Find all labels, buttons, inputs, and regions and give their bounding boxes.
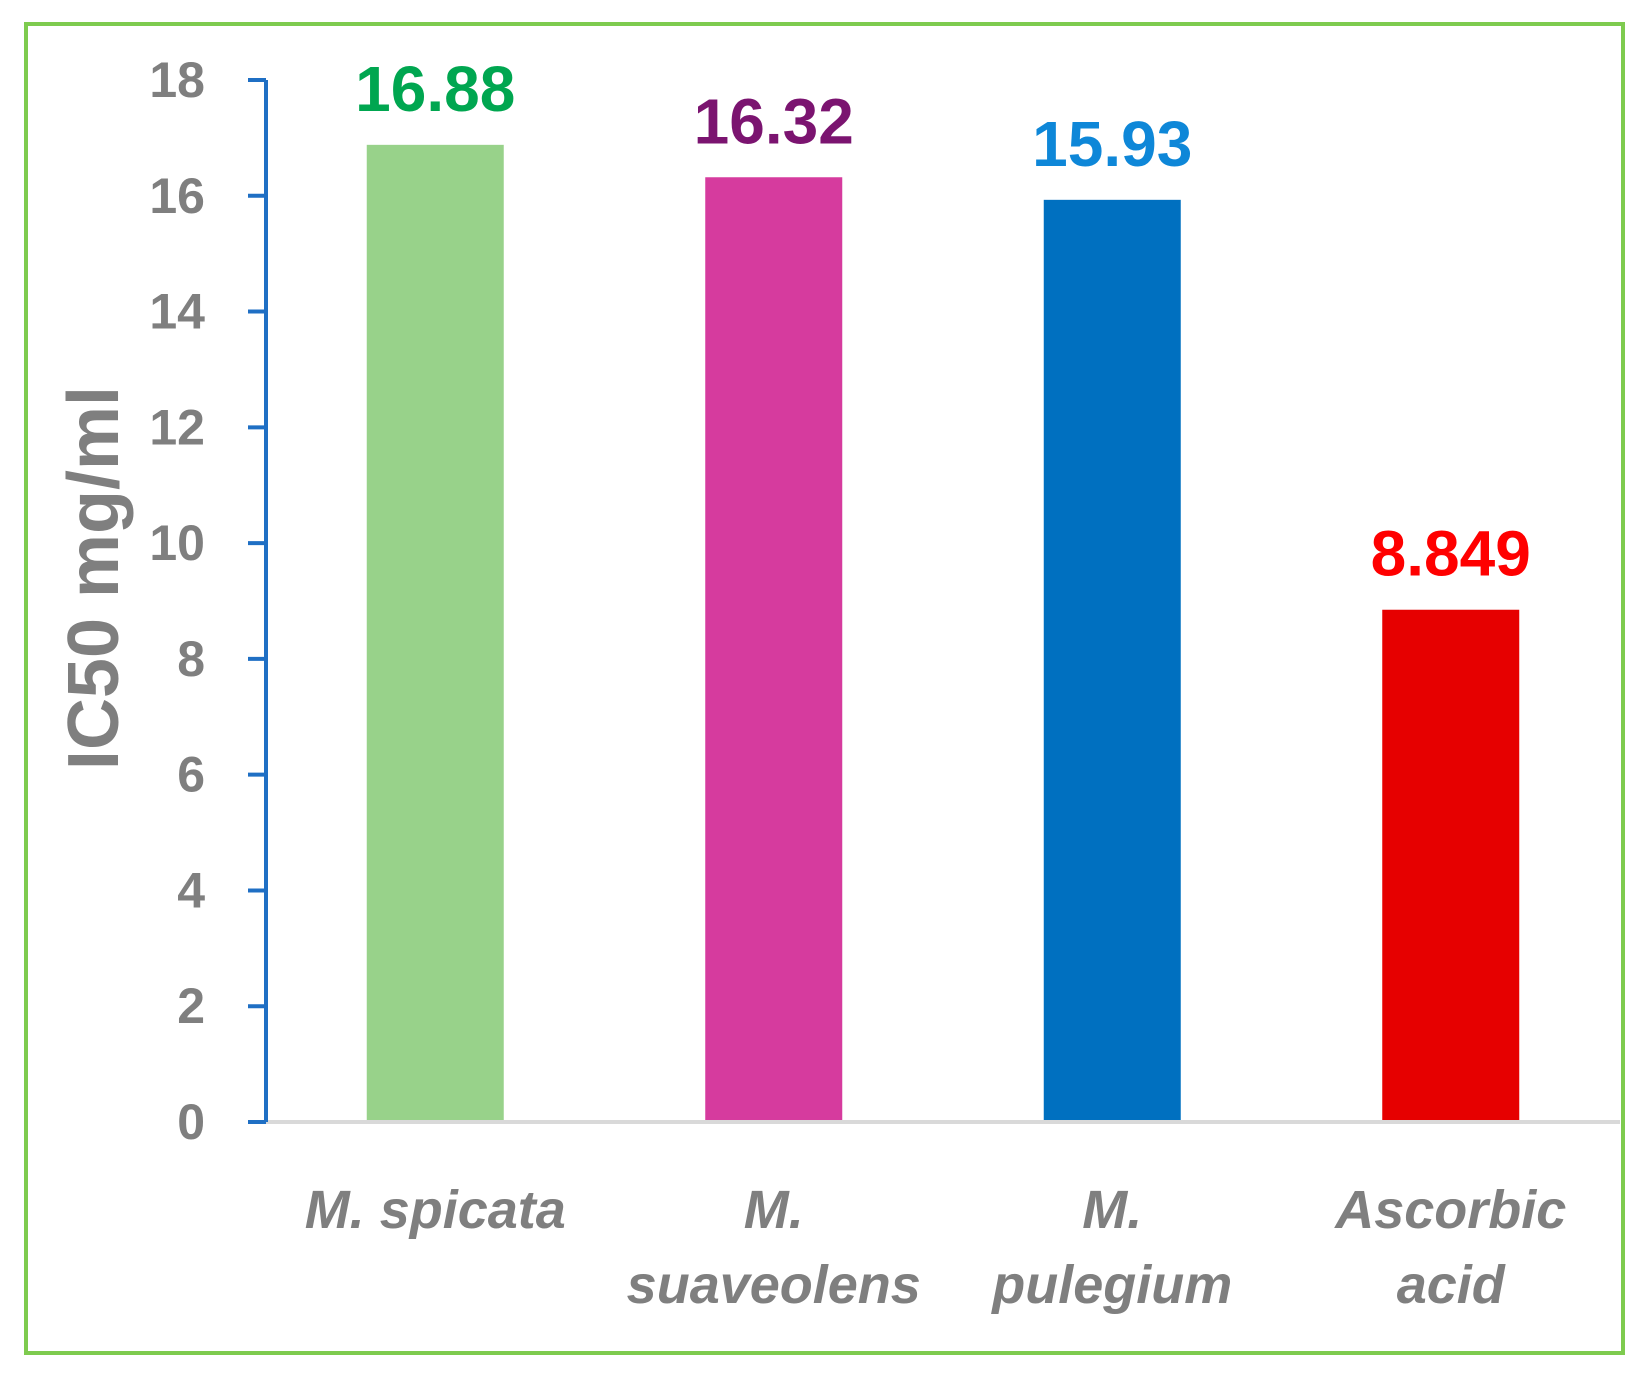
y-tick-label: 10: [149, 515, 205, 571]
y-axis-title: IC50 mg/ml: [54, 386, 134, 770]
bar: [366, 144, 504, 1122]
y-tick-label: 16: [149, 168, 205, 224]
y-tick-label: 2: [177, 978, 205, 1034]
data-label: 15.93: [1032, 108, 1192, 180]
bars: [366, 144, 1520, 1123]
category-label: pulegium: [990, 1255, 1232, 1315]
data-labels: 16.88 16.32 15.93 8.849: [355, 53, 1531, 590]
data-label: 16.88: [355, 53, 515, 125]
y-tick-label: 0: [177, 1094, 205, 1150]
y-tick-label: 18: [149, 52, 205, 108]
y-tick-label: 12: [149, 399, 205, 455]
y-tick-label: 4: [177, 862, 205, 918]
y-axis-ticks: 0 2 4 6 8 10 12 14 16 18: [149, 52, 266, 1150]
category-labels: M. spicata M. suaveolens M. pulegium Ascorbic…: [305, 1180, 1567, 1315]
bar: [705, 177, 843, 1123]
data-label: 16.32: [694, 85, 854, 157]
category-label: acid: [1397, 1255, 1506, 1315]
y-tick-label: 8: [177, 631, 205, 687]
y-tick-label: 6: [177, 747, 205, 803]
category-label: M. spicata: [305, 1180, 566, 1240]
bar: [1043, 199, 1181, 1122]
bar: [1382, 609, 1520, 1122]
category-label: M.: [1082, 1180, 1142, 1240]
category-label: M.: [744, 1180, 804, 1240]
category-label: suaveolens: [627, 1255, 921, 1315]
data-label: 8.849: [1371, 518, 1531, 590]
y-tick-label: 14: [149, 284, 205, 340]
category-label: Ascorbic: [1333, 1180, 1566, 1240]
